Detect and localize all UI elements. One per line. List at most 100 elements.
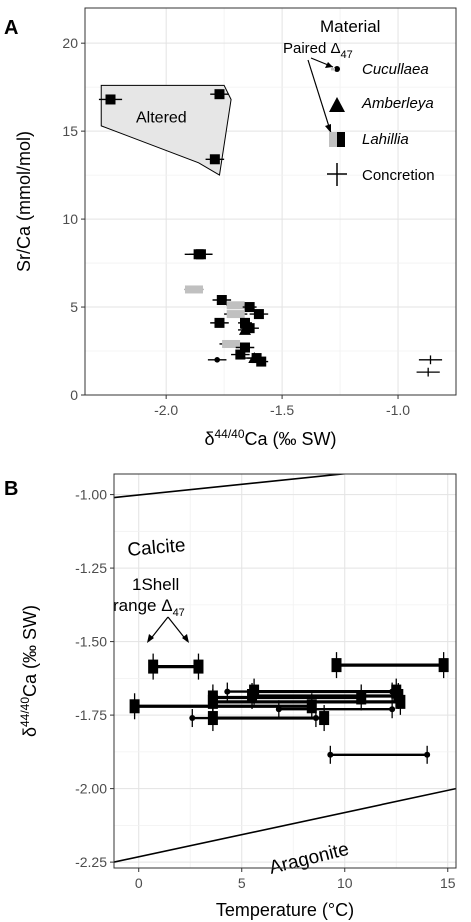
- amberleya-marker: [238, 323, 251, 335]
- paired-arrow-lahillia: [307, 59, 332, 134]
- lahillia-range-marker: [393, 688, 404, 703]
- shell-arrowhead-left: [147, 634, 154, 643]
- lahillia-range-marker: [207, 690, 218, 705]
- data-point-lahillia: [242, 302, 257, 313]
- data-point-lahillia: [98, 94, 123, 105]
- data-point-lahillia: [184, 285, 204, 294]
- lahillia-range-marker: [306, 699, 317, 714]
- lahillia-range-marker: [193, 659, 204, 674]
- cucullaea-range-marker: [189, 715, 196, 722]
- calcite-label: Calcite: [127, 535, 187, 561]
- lahillia-marker: [235, 349, 246, 360]
- panel-a: A Altered Material Paired Δ47 Cucullaea …: [4, 7, 457, 449]
- lahillia-range-marker: [129, 699, 140, 714]
- legend-label-cucullaea: Cucullaea: [362, 61, 429, 78]
- panel-b-y-rest: Ca (‰ SW): [20, 605, 40, 697]
- range-lahillia: [247, 682, 404, 709]
- panel-b-label: B: [4, 478, 18, 500]
- cucullaea-range-marker: [312, 715, 319, 722]
- lahillia-range-marker: [319, 711, 330, 726]
- x-tick-label: 5: [238, 875, 246, 891]
- panel-a-frame: [84, 7, 457, 396]
- data-point-lahillia: [249, 309, 269, 320]
- concretion-key-marker: [327, 163, 347, 186]
- paired-arrowhead-lahillia: [325, 124, 331, 133]
- y-tick-label: -1.25: [75, 560, 107, 576]
- data-point-lahillia: [219, 339, 243, 348]
- data-point-lahillia: [205, 154, 225, 165]
- y-tick-label: -2.25: [75, 854, 107, 870]
- panel-a-x-delta: δ: [204, 429, 214, 449]
- panel-b-x-axis-title: Temperature (°C): [216, 900, 354, 920]
- y-tick-label: 10: [62, 211, 78, 227]
- lahillia-range-marker: [247, 688, 258, 703]
- data-point-concretion: [418, 355, 443, 365]
- y-tick-label: 5: [70, 299, 78, 315]
- lahillia-marker: [256, 356, 267, 367]
- shell-annotation-subscript: 47: [173, 607, 185, 619]
- panel-a-x-superscript: 44/40: [215, 427, 245, 441]
- cucullaea-range-marker: [224, 688, 231, 695]
- panel-b-y-delta: δ: [20, 727, 40, 737]
- legend-label-concretion: Concretion: [362, 167, 435, 184]
- range-cucullaea: [275, 700, 396, 719]
- lahillia-paired-marker: [222, 339, 241, 348]
- y-tick-label: 15: [62, 123, 78, 139]
- y-tick-label: -1.50: [75, 634, 107, 650]
- lahillia-marker: [239, 342, 250, 353]
- range-cucullaea: [189, 709, 319, 728]
- data-point-lahillia: [235, 342, 255, 353]
- x-tick-label: -2.0: [154, 402, 178, 418]
- x-tick-label: -1.0: [386, 402, 410, 418]
- panel-b-y-axis-title: δ44/40Ca (‰ SW): [18, 605, 40, 737]
- calcite-line: [114, 474, 350, 499]
- panel-a-x-rest: Ca (‰ SW): [245, 429, 337, 449]
- cucullaea-marker: [214, 357, 220, 363]
- aragonite-label: Aragonite: [267, 839, 351, 879]
- data-point-amberleya: [238, 323, 252, 335]
- y-tick-label: 0: [70, 387, 78, 403]
- lahillia-marker: [214, 89, 225, 100]
- data-point-lahillia: [226, 301, 245, 310]
- range-lahillia: [129, 693, 317, 720]
- x-tick-label: -1.5: [270, 402, 294, 418]
- panel-b-y-superscript: 44/40: [18, 697, 32, 727]
- panel-a-points: [98, 89, 443, 377]
- paired-annotation: Paired Δ47: [283, 40, 353, 61]
- y-tick-label: -1.00: [75, 487, 107, 503]
- amberleya-marker: [248, 352, 261, 364]
- cucullaea-range-marker: [424, 751, 431, 758]
- lahillia-marker: [195, 249, 206, 260]
- lahillia-marker: [214, 317, 225, 328]
- legend-label-amberleya: Amberleya: [361, 95, 434, 112]
- paired-annotation-text: Paired Δ: [283, 40, 341, 57]
- paired-annotation-subscript: 47: [341, 49, 353, 61]
- panel-b-axes: 0 5 10 15 -1.00 -1.25 -1.50 -1.75 -2.00 -2.25: [75, 487, 456, 891]
- range-lahillia: [331, 652, 449, 679]
- legend-label-lahillia: Lahillia: [362, 131, 409, 148]
- lahillia-paired-marker: [184, 285, 203, 294]
- cucullaea-range-marker: [389, 688, 396, 695]
- panel-b-frame: [113, 473, 457, 869]
- y-tick-label: 20: [62, 35, 78, 51]
- legend-key-lahillia: [329, 132, 345, 147]
- lahillia-marker: [253, 309, 264, 320]
- x-tick-label: 0: [135, 875, 143, 891]
- panel-a-label: A: [4, 17, 18, 39]
- data-point-concretion: [416, 367, 440, 377]
- x-tick-label: 15: [440, 875, 456, 891]
- panel-b-ranges: [129, 652, 449, 764]
- shell-arrowhead-right: [182, 634, 189, 643]
- lahillia-marker: [209, 154, 220, 165]
- amberleya-key-marker: [329, 97, 345, 112]
- altered-region: Altered: [100, 84, 232, 176]
- legend: Material Paired Δ47 Cucullaea Amberleya …: [283, 17, 435, 186]
- shell-annotation-line2: range Δ47: [113, 596, 185, 619]
- shell-annotation-text: range Δ: [113, 596, 173, 615]
- range-cucullaea: [327, 745, 431, 764]
- lahillia-marker: [105, 94, 116, 105]
- data-point-lahillia: [224, 310, 248, 319]
- shell-annotation-line1: 1Shell: [132, 575, 179, 594]
- panel-a-axes: -2.0 -1.5 -1.0 0 5 10 15 20: [62, 35, 410, 418]
